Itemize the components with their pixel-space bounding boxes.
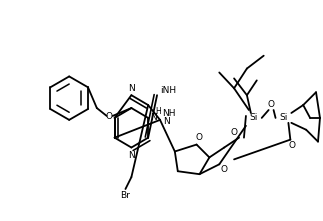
Text: O: O bbox=[221, 165, 228, 174]
Text: NH: NH bbox=[162, 109, 175, 118]
Text: Br: Br bbox=[120, 191, 130, 200]
Text: N: N bbox=[128, 84, 135, 93]
Text: O: O bbox=[105, 112, 112, 121]
Text: iNH: iNH bbox=[160, 86, 176, 95]
Text: N: N bbox=[128, 151, 135, 160]
Text: O: O bbox=[267, 100, 274, 109]
Text: H: H bbox=[155, 107, 161, 116]
Text: O: O bbox=[231, 128, 238, 137]
Text: N: N bbox=[150, 113, 156, 122]
Text: O: O bbox=[289, 141, 296, 150]
Text: Si: Si bbox=[279, 113, 288, 122]
Text: N: N bbox=[163, 117, 170, 126]
Text: O: O bbox=[195, 133, 202, 142]
Text: Si: Si bbox=[250, 113, 258, 122]
